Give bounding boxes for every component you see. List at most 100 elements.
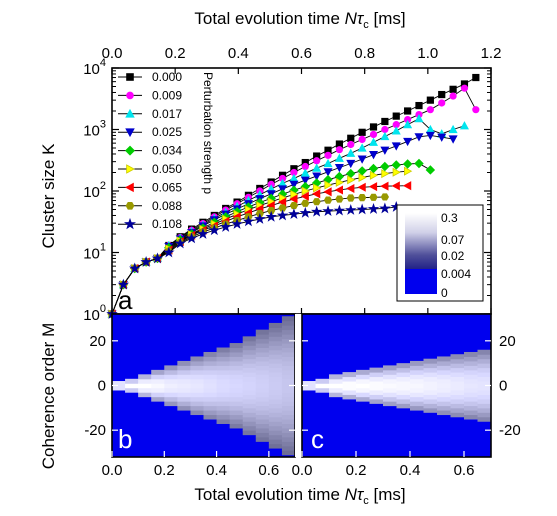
heatmap-cell <box>464 405 478 411</box>
heatmap-cell <box>203 369 218 375</box>
heatmap-cell <box>450 394 465 400</box>
heatmap-cell <box>203 392 218 398</box>
data-point <box>380 161 390 172</box>
heatmap-cell <box>437 374 451 380</box>
y-tick-label: 100 <box>83 303 106 324</box>
heatmap-cell <box>268 385 283 391</box>
heatmap-cell <box>177 365 191 371</box>
heatmap-cell <box>242 385 257 391</box>
heatmap-cell <box>342 372 357 378</box>
heatmap-cell <box>138 383 152 389</box>
heatmap-cell <box>423 372 438 378</box>
heatmap-cell <box>383 378 397 384</box>
heatmap-cell <box>229 356 244 362</box>
data-point <box>381 125 389 134</box>
heatmap-cell <box>410 396 424 402</box>
heatmap-cell <box>423 403 438 409</box>
data-point <box>300 191 309 201</box>
data-point <box>129 262 141 274</box>
heatmap-cell <box>464 414 478 420</box>
heatmap-cell <box>477 412 492 418</box>
heatmap-cell <box>281 347 296 353</box>
heatmap-cell <box>177 360 191 366</box>
y-tick-label: 103 <box>83 119 106 140</box>
heatmap-cell <box>450 372 465 378</box>
heatmap-cell <box>268 336 283 342</box>
data-point <box>299 206 312 218</box>
heatmap-cell <box>190 378 204 384</box>
heatmap-cell <box>164 383 178 389</box>
heatmap-cell <box>410 365 424 371</box>
heatmap-cell <box>229 360 244 366</box>
heatmap-cell <box>151 374 165 380</box>
panel-b-coherence-map: b <box>111 313 296 458</box>
data-point <box>368 151 379 160</box>
bottom-x-tick-label: 0.4 <box>206 462 227 479</box>
legend-label: 0.034 <box>152 144 182 158</box>
heatmap-cell <box>281 427 296 433</box>
data-point <box>335 195 344 203</box>
heatmap-cell <box>216 360 231 366</box>
legend-label: 0.050 <box>152 162 182 176</box>
heatmap-cell <box>281 356 296 362</box>
heatmap-cell <box>464 387 478 393</box>
heatmap-cell <box>268 398 283 404</box>
data-point <box>333 204 346 216</box>
heatmap-cell <box>423 358 438 364</box>
data-point <box>310 205 323 217</box>
heatmap-cell <box>268 430 283 436</box>
heatmap-cell <box>151 369 165 375</box>
data-point <box>346 183 355 193</box>
heatmap-cell <box>410 378 424 384</box>
data-point <box>369 193 378 201</box>
heatmap-cell <box>177 405 191 411</box>
heatmap-cell <box>281 383 296 389</box>
heatmap-cell <box>138 378 152 384</box>
heatmap-cell <box>242 358 257 364</box>
heatmap-cell <box>437 356 451 362</box>
heatmap-cell <box>190 369 204 375</box>
heatmap-cell <box>177 374 191 380</box>
data-point <box>425 131 435 141</box>
data-point <box>300 176 310 185</box>
heatmap-cell <box>437 365 451 371</box>
heatmap-cell <box>164 369 178 375</box>
data-point <box>357 155 367 164</box>
data-point <box>426 96 434 104</box>
heatmap-cell <box>281 369 296 375</box>
data-point <box>425 165 436 175</box>
colorbar-label: 0.3 <box>441 211 458 225</box>
heatmap-cell <box>477 363 492 369</box>
heatmap-cell <box>477 385 492 391</box>
heatmap-cell <box>255 334 270 340</box>
heatmap-cell <box>255 436 270 442</box>
heatmap-cell <box>190 410 204 416</box>
heatmap-cell <box>477 394 492 400</box>
legend-marker <box>123 217 137 230</box>
panel-c-coherence-map: c <box>301 313 492 458</box>
heatmap-cell <box>216 383 231 389</box>
data-point <box>346 159 356 169</box>
data-point <box>381 117 389 126</box>
heatmap-cell <box>437 383 451 389</box>
panel-label-c: c <box>311 424 324 454</box>
y-tick-label: 101 <box>83 242 106 263</box>
heatmap-cell <box>396 394 411 400</box>
heatmap-cell <box>229 369 244 375</box>
heatmap-cell <box>281 351 296 357</box>
data-point <box>449 85 457 93</box>
heatmap-cell <box>410 383 424 389</box>
data-point <box>267 207 276 215</box>
heatmap-cell <box>396 381 411 386</box>
heatmap-cell <box>216 419 231 424</box>
heatmap-cell <box>369 389 384 395</box>
data-point <box>346 148 356 157</box>
legend-marker <box>126 91 134 100</box>
heatmap-cell <box>423 376 438 382</box>
data-point <box>404 166 413 176</box>
heatmap-cell <box>216 396 231 402</box>
data-point <box>231 218 243 229</box>
heatmap-cell <box>190 392 204 398</box>
data-point <box>265 210 277 222</box>
heatmap-cell <box>464 369 478 375</box>
